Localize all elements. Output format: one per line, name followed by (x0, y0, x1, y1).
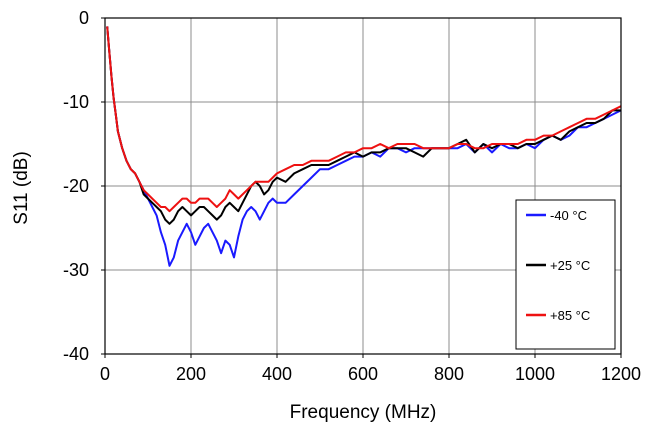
x-tick-label: 800 (434, 364, 464, 384)
y-tick-label: -40 (63, 344, 89, 364)
legend-label-1: +25 °C (550, 258, 590, 273)
legend: -40 °C +25 °C +85 °C (515, 199, 616, 350)
x-tick-label: 1200 (601, 364, 641, 384)
x-tick-label: 1000 (515, 364, 555, 384)
y-tick-label: -30 (63, 260, 89, 280)
series-lines (106, 26, 622, 267)
grid-lines (105, 18, 621, 354)
x-axis-label: Frequency (MHz) (290, 402, 437, 423)
x-tick-label: 600 (348, 364, 378, 384)
x-axis-ticks: 0 200 400 600 800 1000 1200 (100, 354, 641, 384)
legend-label-0: -40 °C (550, 208, 587, 223)
y-tick-label: -20 (63, 176, 89, 196)
x-tick-label: 0 (100, 364, 110, 384)
y-axis-label: S11 (dB) (11, 151, 32, 225)
x-tick-label: 400 (262, 364, 292, 384)
legend-label-2: +85 °C (550, 308, 590, 323)
x-tick-label: 200 (176, 364, 206, 384)
y-axis-ticks: 0 -10 -20 -30 -40 (63, 8, 105, 364)
y-tick-label: -10 (63, 92, 89, 112)
series-line-2 (106, 26, 622, 213)
legend-box (515, 199, 616, 350)
y-tick-label: 0 (79, 8, 89, 28)
series-line-0 (106, 26, 622, 267)
